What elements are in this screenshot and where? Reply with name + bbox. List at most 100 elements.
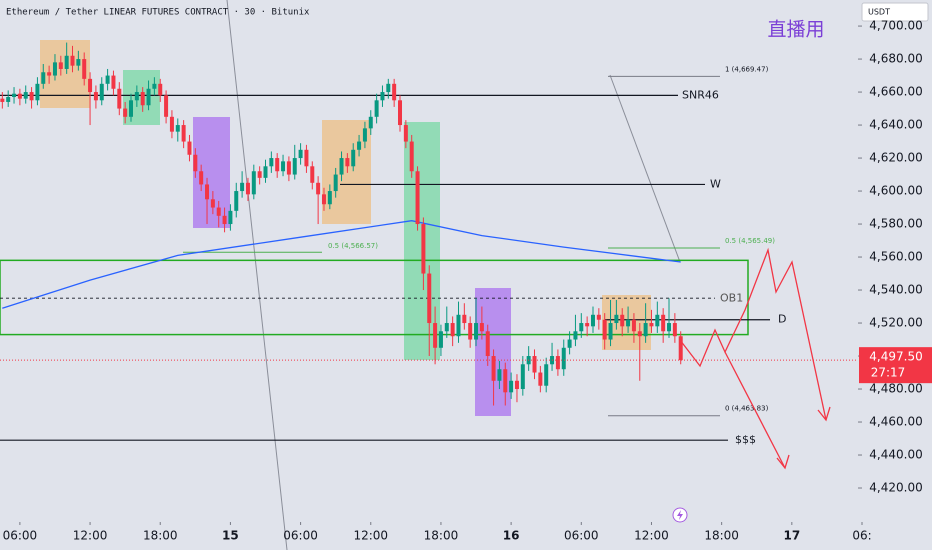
fib-label: 1 (4,669.47)	[725, 65, 769, 73]
symbol-header: Ethereum / Tether LINEAR FUTURES CONTRAC…	[6, 8, 310, 18]
candle-body	[614, 314, 619, 324]
candle-body	[456, 314, 461, 337]
candle-body	[52, 62, 57, 76]
candle-body	[567, 339, 572, 348]
candle-body	[351, 149, 356, 167]
candle-body	[117, 88, 122, 109]
candle-body	[58, 62, 63, 69]
y-tick-label: 4,560.00	[869, 250, 922, 264]
level-label: W	[710, 177, 721, 190]
candle-body	[269, 158, 274, 167]
candle-body	[626, 319, 631, 327]
x-tick-label: 06:	[852, 529, 871, 543]
candle-body	[357, 141, 362, 150]
x-tick-label: 12:00	[73, 529, 108, 543]
x-tick-label: 16	[503, 529, 520, 543]
fib-label: 0 (4,463.83)	[725, 405, 769, 413]
candle-body	[327, 191, 332, 205]
x-tick-label: 12:00	[353, 529, 388, 543]
y-tick-label: 4,460.00	[869, 415, 922, 429]
candle-body	[292, 158, 297, 175]
candle-body	[64, 55, 69, 69]
candle-body	[88, 78, 93, 93]
candle-body	[678, 336, 683, 361]
candle-body	[503, 369, 508, 393]
currency-box[interactable]	[861, 2, 929, 22]
last-price-box	[859, 347, 932, 384]
countdown: 27:17	[871, 366, 906, 380]
x-tick-label: 18:00	[424, 529, 459, 543]
y-tick-label: 4,620.00	[869, 151, 922, 165]
trend-line	[609, 74, 681, 263]
candle-body	[649, 323, 654, 327]
x-tick-label: 06:00	[564, 529, 599, 543]
y-tick-label: 4,420.00	[869, 481, 922, 495]
candle-body	[643, 323, 648, 337]
candle-body	[672, 323, 677, 337]
candle-body	[111, 75, 116, 89]
candle-body	[438, 331, 443, 348]
moving-average	[2, 220, 681, 309]
candle-body	[316, 182, 321, 195]
candle-body	[105, 75, 110, 84]
x-tick-label: 18:00	[704, 529, 739, 543]
y-tick-label: 4,520.00	[869, 316, 922, 330]
candle-body	[637, 331, 642, 337]
candle-body	[286, 161, 291, 175]
y-tick-label: 4,640.00	[869, 118, 922, 132]
candle-body	[76, 59, 81, 66]
candle-body	[462, 314, 467, 324]
candle-body	[152, 83, 157, 89]
candle-body	[205, 184, 210, 200]
candle-body	[140, 92, 145, 106]
candle-body	[392, 83, 397, 101]
candle-body	[29, 92, 34, 101]
level-label: D	[778, 313, 786, 326]
candle-body	[479, 323, 484, 332]
candle-body	[41, 72, 46, 84]
candle-body	[0, 98, 5, 102]
candle-body	[602, 319, 607, 340]
candle-body	[164, 95, 169, 117]
candle-body	[6, 97, 11, 102]
candle-body	[275, 158, 280, 172]
candle-body	[514, 380, 519, 390]
x-tick-label: 06:00	[3, 529, 38, 543]
x-tick-label: 15	[222, 529, 239, 543]
candle-body	[251, 171, 256, 195]
candle-body	[193, 154, 198, 172]
candle-body	[579, 323, 584, 332]
candle-body	[12, 93, 17, 98]
y-tick-label: 4,680.00	[869, 52, 922, 66]
candle-body	[210, 199, 215, 208]
candle-body	[281, 161, 286, 172]
candle-body	[333, 174, 338, 192]
candle-body	[520, 364, 525, 390]
candle-body	[339, 158, 344, 175]
candle-body	[468, 323, 473, 340]
candle-body	[82, 59, 87, 79]
highlight-box	[193, 117, 230, 228]
candle-body	[380, 92, 385, 101]
candle-body	[134, 92, 139, 101]
candle-body	[304, 149, 309, 167]
candle-body	[368, 116, 373, 129]
candle-body	[99, 83, 104, 101]
candle-body	[386, 83, 391, 93]
candle-body	[169, 116, 174, 132]
arrow-head	[817, 406, 831, 422]
y-tick-label: 4,540.00	[869, 283, 922, 297]
candle-body	[497, 369, 502, 381]
candle-body	[561, 347, 566, 370]
candle-body	[93, 92, 98, 101]
candle-body	[596, 314, 601, 320]
fib-label: 0.5 (4,565.49)	[725, 237, 775, 245]
candle-body	[345, 158, 350, 167]
candle-body	[146, 88, 151, 106]
candle-body	[433, 323, 438, 348]
candle-body	[47, 72, 52, 76]
candle-body	[298, 149, 303, 159]
fib-label: 0.5 (4,566.57)	[328, 242, 378, 250]
